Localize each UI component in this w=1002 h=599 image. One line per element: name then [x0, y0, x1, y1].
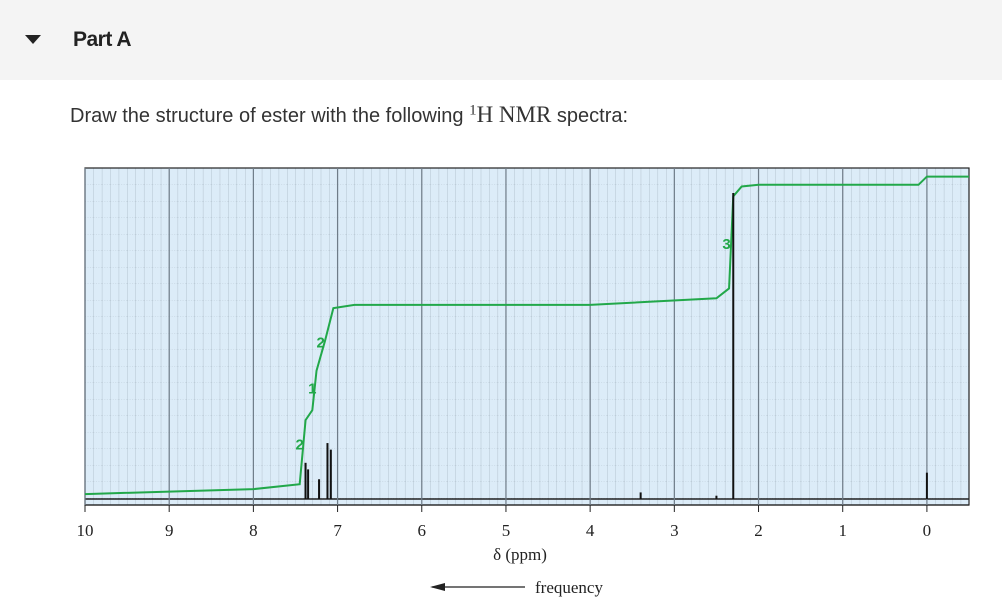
x-tick-label: 9 [165, 521, 174, 540]
x-tick-label: 8 [249, 521, 258, 540]
prompt-text: Draw the structure of ester with the fol… [70, 105, 470, 127]
integral-label: 3 [722, 236, 730, 253]
x-tick-label: 3 [670, 521, 679, 540]
plot-area [84, 167, 970, 506]
x-axis-label: δ (ppm) [493, 545, 547, 564]
x-tick-label: 1 [838, 521, 847, 540]
collapse-toggle[interactable] [25, 35, 41, 44]
x-tick-label: 10 [77, 521, 94, 540]
direction-label: frequency [535, 578, 603, 597]
integral-label: 1 [308, 381, 316, 398]
prompt-text: spectra: [551, 105, 629, 127]
integral-label: 2 [296, 437, 304, 454]
question-prompt: Draw the structure of ester with the fol… [70, 102, 628, 128]
x-tick-label: 6 [418, 521, 427, 540]
x-tick-label: 7 [333, 521, 342, 540]
x-tick-label: 0 [923, 521, 932, 540]
part-header[interactable]: Part A [0, 0, 1002, 80]
x-tick-label: 2 [754, 521, 763, 540]
arrow-head [430, 583, 445, 591]
part-title: Part A [73, 28, 132, 51]
x-tick-label: 4 [586, 521, 595, 540]
nmr-label: H NMR [476, 102, 552, 127]
integration-curve [84, 175, 969, 496]
superscript: 1 [469, 102, 477, 119]
integral-label: 2 [317, 335, 325, 352]
x-tick-label: 5 [502, 521, 511, 540]
